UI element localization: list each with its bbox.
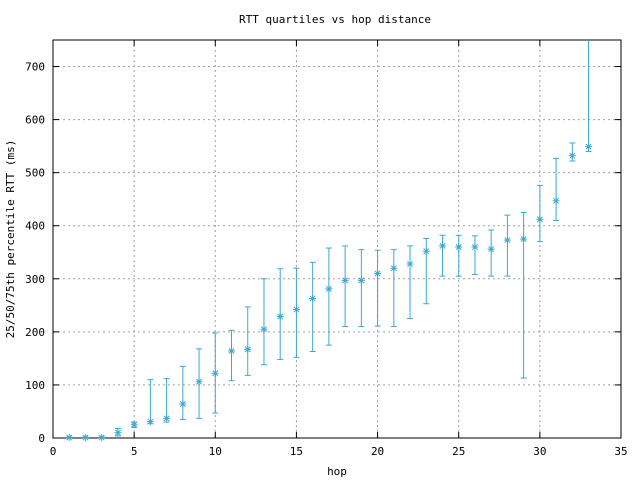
data-point xyxy=(195,348,203,419)
data-point xyxy=(503,214,511,277)
median-marker xyxy=(228,347,235,354)
median-marker xyxy=(390,265,397,272)
data-point xyxy=(292,267,300,358)
y-tick-label: 500 xyxy=(25,167,45,180)
data-point xyxy=(438,234,446,277)
median-marker xyxy=(114,429,121,436)
x-tick-label: 5 xyxy=(131,445,138,458)
median-marker xyxy=(439,242,446,249)
data-point xyxy=(228,329,236,382)
data-point xyxy=(179,365,187,420)
median-marker xyxy=(196,378,203,385)
x-tick-label: 35 xyxy=(614,445,627,458)
median-marker xyxy=(98,434,105,441)
y-tick-label: 0 xyxy=(38,432,45,445)
grid-lines xyxy=(53,40,621,438)
median-marker xyxy=(131,421,138,428)
plot-frame xyxy=(52,39,622,439)
median-marker xyxy=(423,248,430,255)
median-marker xyxy=(455,243,462,250)
data-point xyxy=(276,268,284,360)
median-marker xyxy=(147,418,154,425)
y-tick-label: 200 xyxy=(25,326,45,339)
data-point xyxy=(65,433,73,441)
median-marker xyxy=(504,237,511,244)
median-marker xyxy=(358,277,365,284)
data-point xyxy=(374,249,382,327)
data-point xyxy=(98,433,106,441)
data-point xyxy=(552,157,560,221)
data-point xyxy=(422,237,430,305)
median-marker xyxy=(163,415,170,422)
data-point xyxy=(163,378,171,423)
y-tick-label: 300 xyxy=(25,273,45,286)
median-marker xyxy=(553,197,560,204)
median-marker xyxy=(536,216,543,223)
y-tick-label: 400 xyxy=(25,220,45,233)
data-point xyxy=(325,247,333,346)
axis-ticks: 0 100 200 300 400 500 600 700 0 5 10 15 20 25 30 35 xyxy=(25,40,628,458)
data-point xyxy=(146,379,154,426)
x-tick-label: 15 xyxy=(290,445,303,458)
median-marker xyxy=(66,434,73,441)
median-marker xyxy=(293,306,300,313)
chart-title: RTT quartiles vs hop distance xyxy=(239,13,431,26)
data-point xyxy=(130,421,138,429)
data-point xyxy=(455,234,463,277)
median-marker xyxy=(325,285,332,292)
data-point xyxy=(520,211,528,379)
median-marker xyxy=(309,295,316,302)
x-tick-label: 0 xyxy=(50,445,57,458)
data-point xyxy=(309,261,317,353)
data-point xyxy=(211,332,219,414)
data-point xyxy=(585,40,593,152)
median-marker xyxy=(179,401,186,408)
data-point xyxy=(536,184,544,243)
median-marker xyxy=(569,152,576,159)
data-point xyxy=(244,306,252,376)
data-point xyxy=(114,427,122,437)
median-marker xyxy=(585,143,592,150)
x-tick-label: 25 xyxy=(452,445,465,458)
median-marker xyxy=(277,313,284,320)
y-tick-label: 600 xyxy=(25,114,45,127)
data-point xyxy=(406,245,414,320)
data-point xyxy=(357,249,365,328)
median-marker xyxy=(520,236,527,242)
y-tick-label: 700 xyxy=(25,61,45,74)
x-tick-label: 10 xyxy=(209,445,222,458)
median-marker xyxy=(244,346,251,353)
data-point xyxy=(341,245,349,328)
median-marker xyxy=(82,434,89,441)
data-point xyxy=(260,278,268,366)
x-tick-label: 30 xyxy=(533,445,546,458)
data-point xyxy=(81,433,89,441)
data-point xyxy=(487,229,495,277)
x-axis-label: hop xyxy=(327,465,347,478)
median-marker xyxy=(260,326,267,333)
data-point xyxy=(390,249,398,328)
data-point xyxy=(568,142,576,162)
y-tick-label: 100 xyxy=(25,379,45,392)
median-marker xyxy=(342,277,349,284)
y-axis-label: 25/50/75th percentile RTT (ms) xyxy=(4,140,17,339)
median-marker xyxy=(407,260,414,267)
median-marker xyxy=(212,370,219,377)
median-marker xyxy=(471,243,478,250)
data-point xyxy=(471,235,479,276)
data-series xyxy=(65,40,593,441)
median-marker xyxy=(374,270,381,277)
x-tick-label: 20 xyxy=(371,445,384,458)
median-marker xyxy=(488,246,495,253)
